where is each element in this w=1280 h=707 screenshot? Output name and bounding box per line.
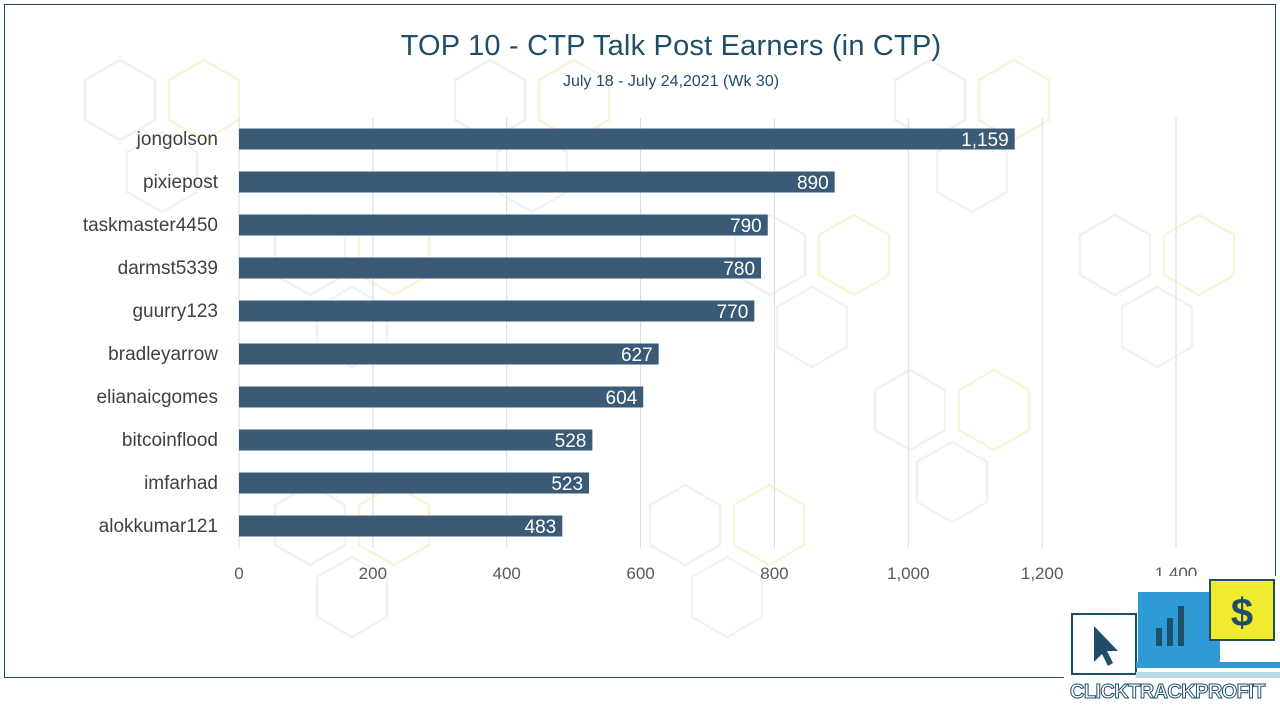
x-tick-label: 600 <box>626 564 654 583</box>
category-labels: jongolson pixiepost taskmaster4450 darmst53… <box>83 129 219 537</box>
logo-cursor-tile <box>1071 613 1137 675</box>
category-label: imfarhad <box>144 473 218 494</box>
bar <box>239 214 768 236</box>
bar-value-label: 890 <box>797 173 829 194</box>
bar <box>239 343 659 365</box>
category-label: pixiepost <box>143 172 219 193</box>
x-tick-label: 800 <box>760 564 788 583</box>
chart-subtitle: July 18 - July 24,2021 (Wk 30) <box>562 73 780 90</box>
category-label: darmst5339 <box>118 258 218 279</box>
bar-value-label: 790 <box>730 216 762 237</box>
bars <box>239 128 1015 537</box>
logo-wordmark: CLICKTRACKPROFIT <box>1070 681 1266 704</box>
x-axis-tick-labels: 0 200 400 600 800 1,000 1,200 1,400 <box>234 564 1197 583</box>
bar-value-labels: 1,159 890 790 780 770 627 604 528 523 483 <box>525 130 1009 538</box>
bar-value-label: 770 <box>717 302 749 323</box>
bar <box>239 472 590 494</box>
watermark-cluster-1 <box>83 58 241 214</box>
bar-value-label: 1,159 <box>961 130 1009 151</box>
dollar-icon: $ <box>1231 591 1253 635</box>
bar-value-label: 780 <box>723 259 755 280</box>
bar-value-label: 604 <box>606 388 638 409</box>
chart-frame <box>4 4 1276 678</box>
bar <box>239 515 563 537</box>
bar <box>239 128 1015 150</box>
bar-value-label: 627 <box>621 345 653 366</box>
category-label: guurry123 <box>132 301 218 322</box>
bar-value-label: 523 <box>551 474 583 495</box>
logo-dollar-tile <box>1209 579 1275 641</box>
x-tick-label: 200 <box>359 564 387 583</box>
bar <box>239 386 644 408</box>
bar-chart-icon <box>1156 606 1184 646</box>
watermark-cluster-7 <box>873 368 1031 524</box>
category-label: taskmaster4450 <box>83 215 218 236</box>
x-tick-label: 0 <box>234 564 243 583</box>
cursor-icon <box>1094 626 1118 666</box>
watermark-cluster-8 <box>273 483 431 639</box>
category-label: jongolson <box>136 129 218 150</box>
category-label: bitcoinflood <box>122 430 218 451</box>
bar <box>239 300 755 322</box>
bar <box>239 429 593 451</box>
x-tick-label: 400 <box>493 564 521 583</box>
x-tick-label: 1,000 <box>887 564 930 583</box>
chart-title: TOP 10 - CTP Talk Post Earners (in CTP) <box>400 30 942 62</box>
bar-value-label: 483 <box>525 517 557 538</box>
bar <box>239 171 835 193</box>
clicktrackprofit-logo: $ <box>1064 576 1280 707</box>
watermark-cluster-5 <box>1078 213 1236 369</box>
x-tick-label: 1,200 <box>1021 564 1064 583</box>
bar-value-label: 528 <box>555 431 587 452</box>
category-label: bradleyarrow <box>108 344 218 365</box>
category-label: elianaicgomes <box>97 387 218 408</box>
bar <box>239 257 762 279</box>
category-label: alokkumar121 <box>99 516 218 537</box>
watermark-cluster-9 <box>648 483 806 639</box>
